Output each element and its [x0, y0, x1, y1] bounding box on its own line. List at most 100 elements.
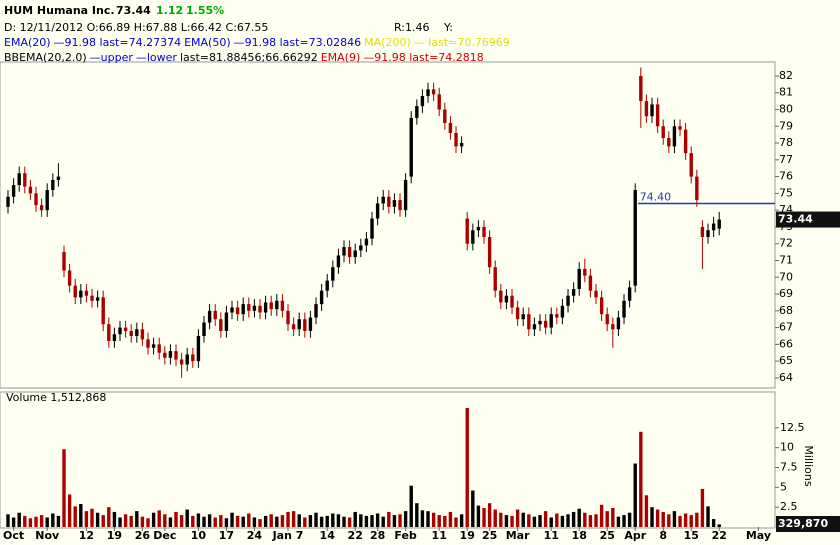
volume-bar — [263, 515, 268, 527]
volume-bar — [213, 517, 217, 527]
candle-body — [319, 290, 324, 305]
candle-body — [398, 200, 402, 211]
y-tick-label: 69 — [779, 287, 793, 300]
candle-body — [39, 205, 44, 211]
volume-bar — [95, 512, 100, 527]
x-tick-label: Mar — [506, 529, 530, 542]
volume-bar — [594, 514, 598, 527]
hline-label: 74.40 — [640, 190, 672, 203]
volume-bar — [431, 512, 436, 527]
volume-tick-label: 12.5 — [780, 421, 805, 434]
candle-body — [118, 327, 122, 335]
candle-body — [471, 230, 475, 244]
volume-bar — [135, 511, 139, 527]
volume-bar — [717, 524, 721, 527]
volume-bar — [448, 511, 453, 527]
y-tick-label: 64 — [779, 371, 793, 384]
candle-body — [224, 312, 229, 331]
volume-bar — [331, 513, 335, 527]
y-tick-label: 78 — [779, 136, 793, 149]
volume-bar — [538, 515, 542, 527]
candle-body — [403, 179, 408, 211]
volume-axis-label: Millions — [802, 445, 815, 486]
candle-body — [202, 322, 206, 336]
volume-bar — [616, 516, 621, 527]
indicator-text: MA(200) — [364, 36, 411, 49]
volume-bar — [347, 517, 352, 527]
volume-bar — [336, 514, 341, 527]
volume-bar — [476, 505, 481, 527]
x-tick-label: 25 — [600, 529, 615, 542]
volume-tick-label: 7.5 — [780, 461, 798, 474]
volume-bar — [241, 516, 245, 527]
volume-bar — [387, 511, 391, 527]
volume-bar — [499, 512, 503, 527]
x-tick-label: 22 — [348, 529, 363, 542]
candle-body — [308, 317, 313, 331]
volume-tick-label: 2.5 — [780, 500, 798, 513]
indicator-text: EMA(9) — [321, 51, 361, 64]
candle-body — [263, 302, 268, 313]
indicator-text: last=81.88456;66.66292 — [180, 51, 318, 64]
candle-body — [235, 307, 240, 315]
volume-bar — [11, 517, 16, 527]
candle-body — [325, 280, 329, 291]
volume-bar — [627, 512, 632, 527]
candle-body — [191, 354, 195, 362]
volume-bar — [521, 512, 525, 527]
volume-bar — [577, 508, 581, 527]
candle-body — [67, 270, 72, 286]
volume-bar — [611, 507, 615, 527]
candle-body — [448, 122, 453, 133]
candle-body — [711, 223, 716, 231]
candle-body — [420, 96, 425, 107]
candle-body — [655, 104, 660, 127]
candle-body — [499, 290, 503, 303]
candle-body — [443, 109, 447, 123]
candle-body — [661, 126, 665, 139]
volume-bar — [280, 515, 285, 527]
candle-body — [247, 304, 251, 311]
candle-body — [476, 226, 481, 231]
x-tick-label: 18 — [572, 529, 587, 542]
volume-bar — [23, 515, 27, 527]
candle-body — [487, 236, 492, 268]
volume-bar — [275, 516, 279, 527]
volume-bar — [129, 515, 133, 527]
r-info: R:1.46 — [394, 21, 430, 34]
candle-body — [493, 267, 497, 291]
volume-bar — [420, 510, 425, 527]
volume-bar — [583, 512, 587, 527]
candle-body — [667, 138, 671, 147]
volume-bar — [370, 515, 374, 527]
volume-bar — [359, 514, 363, 527]
volume-bar — [112, 511, 117, 527]
volume-bar — [661, 511, 665, 527]
last-volume-label: 329,870 — [778, 517, 828, 530]
candle-body — [157, 344, 161, 353]
candle-body — [213, 310, 217, 320]
volume-bar — [599, 504, 604, 527]
volume-bar — [549, 517, 553, 527]
candle-body — [426, 89, 430, 97]
volume-bar — [381, 516, 385, 527]
candle-body — [571, 289, 576, 296]
candle-body — [286, 310, 290, 325]
volume-bar — [555, 513, 559, 527]
x-tick-label: 24 — [247, 529, 263, 542]
candle-body — [594, 290, 598, 298]
candle-body — [706, 230, 710, 237]
volume-bar — [353, 511, 357, 527]
volume-bar — [672, 511, 677, 527]
y-tick-label: 67 — [779, 321, 793, 334]
volume-bar — [527, 514, 531, 527]
x-tick-label: 28 — [370, 529, 385, 542]
volume-title: Volume 1,512,868 — [6, 391, 106, 404]
volume-bar — [319, 516, 324, 527]
y-tick-label: 71 — [779, 253, 793, 266]
volume-bar — [84, 511, 89, 527]
candle-body — [56, 176, 61, 180]
last-price: 73.44 — [116, 4, 151, 17]
volume-bar — [62, 449, 66, 527]
